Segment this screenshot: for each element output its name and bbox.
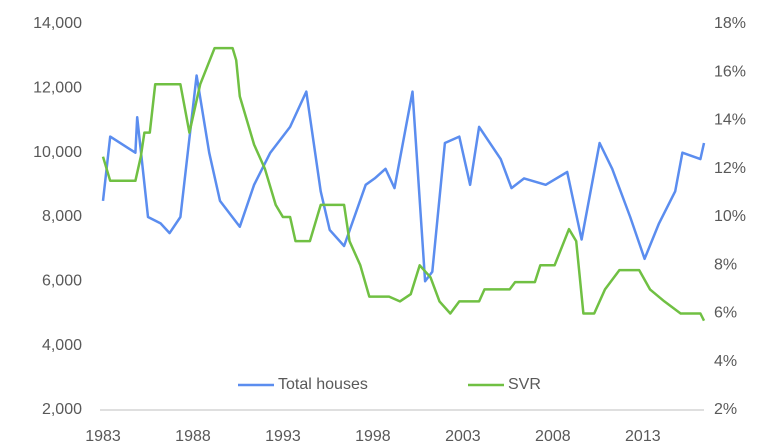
legend-label: SVR (508, 376, 541, 393)
y-tick-label: 6,000 (42, 273, 82, 290)
x-tick-label: 1993 (265, 428, 301, 445)
y-tick-label: 14,000 (33, 15, 82, 32)
y2-tick-label: 18% (714, 15, 746, 32)
y2-tick-label: 2% (714, 401, 737, 418)
y2-tick-label: 6% (714, 305, 737, 322)
y2-tick-label: 14% (714, 112, 746, 129)
x-tick-label: 2003 (445, 428, 481, 445)
y-tick-label: 8,000 (42, 208, 82, 225)
y2-tick-label: 16% (714, 63, 746, 80)
y2-tick-label: 10% (714, 208, 746, 225)
y-tick-label: 10,000 (33, 144, 82, 161)
x-tick-label: 2013 (625, 428, 661, 445)
y2-tick-label: 8% (714, 256, 737, 273)
series-line (101, 46, 706, 322)
y2-tick-label: 12% (714, 160, 746, 177)
y-tick-label: 4,000 (42, 337, 82, 354)
x-tick-label: 2008 (535, 428, 571, 445)
y2-tick-label: 4% (714, 353, 737, 370)
y-tick-label: 12,000 (33, 80, 82, 97)
legend-label: Total houses (278, 376, 368, 393)
x-tick-label: 1988 (175, 428, 211, 445)
x-tick-label: 1983 (85, 428, 121, 445)
y-tick-label: 2,000 (42, 401, 82, 418)
series-line (101, 74, 706, 283)
x-tick-label: 1998 (355, 428, 391, 445)
